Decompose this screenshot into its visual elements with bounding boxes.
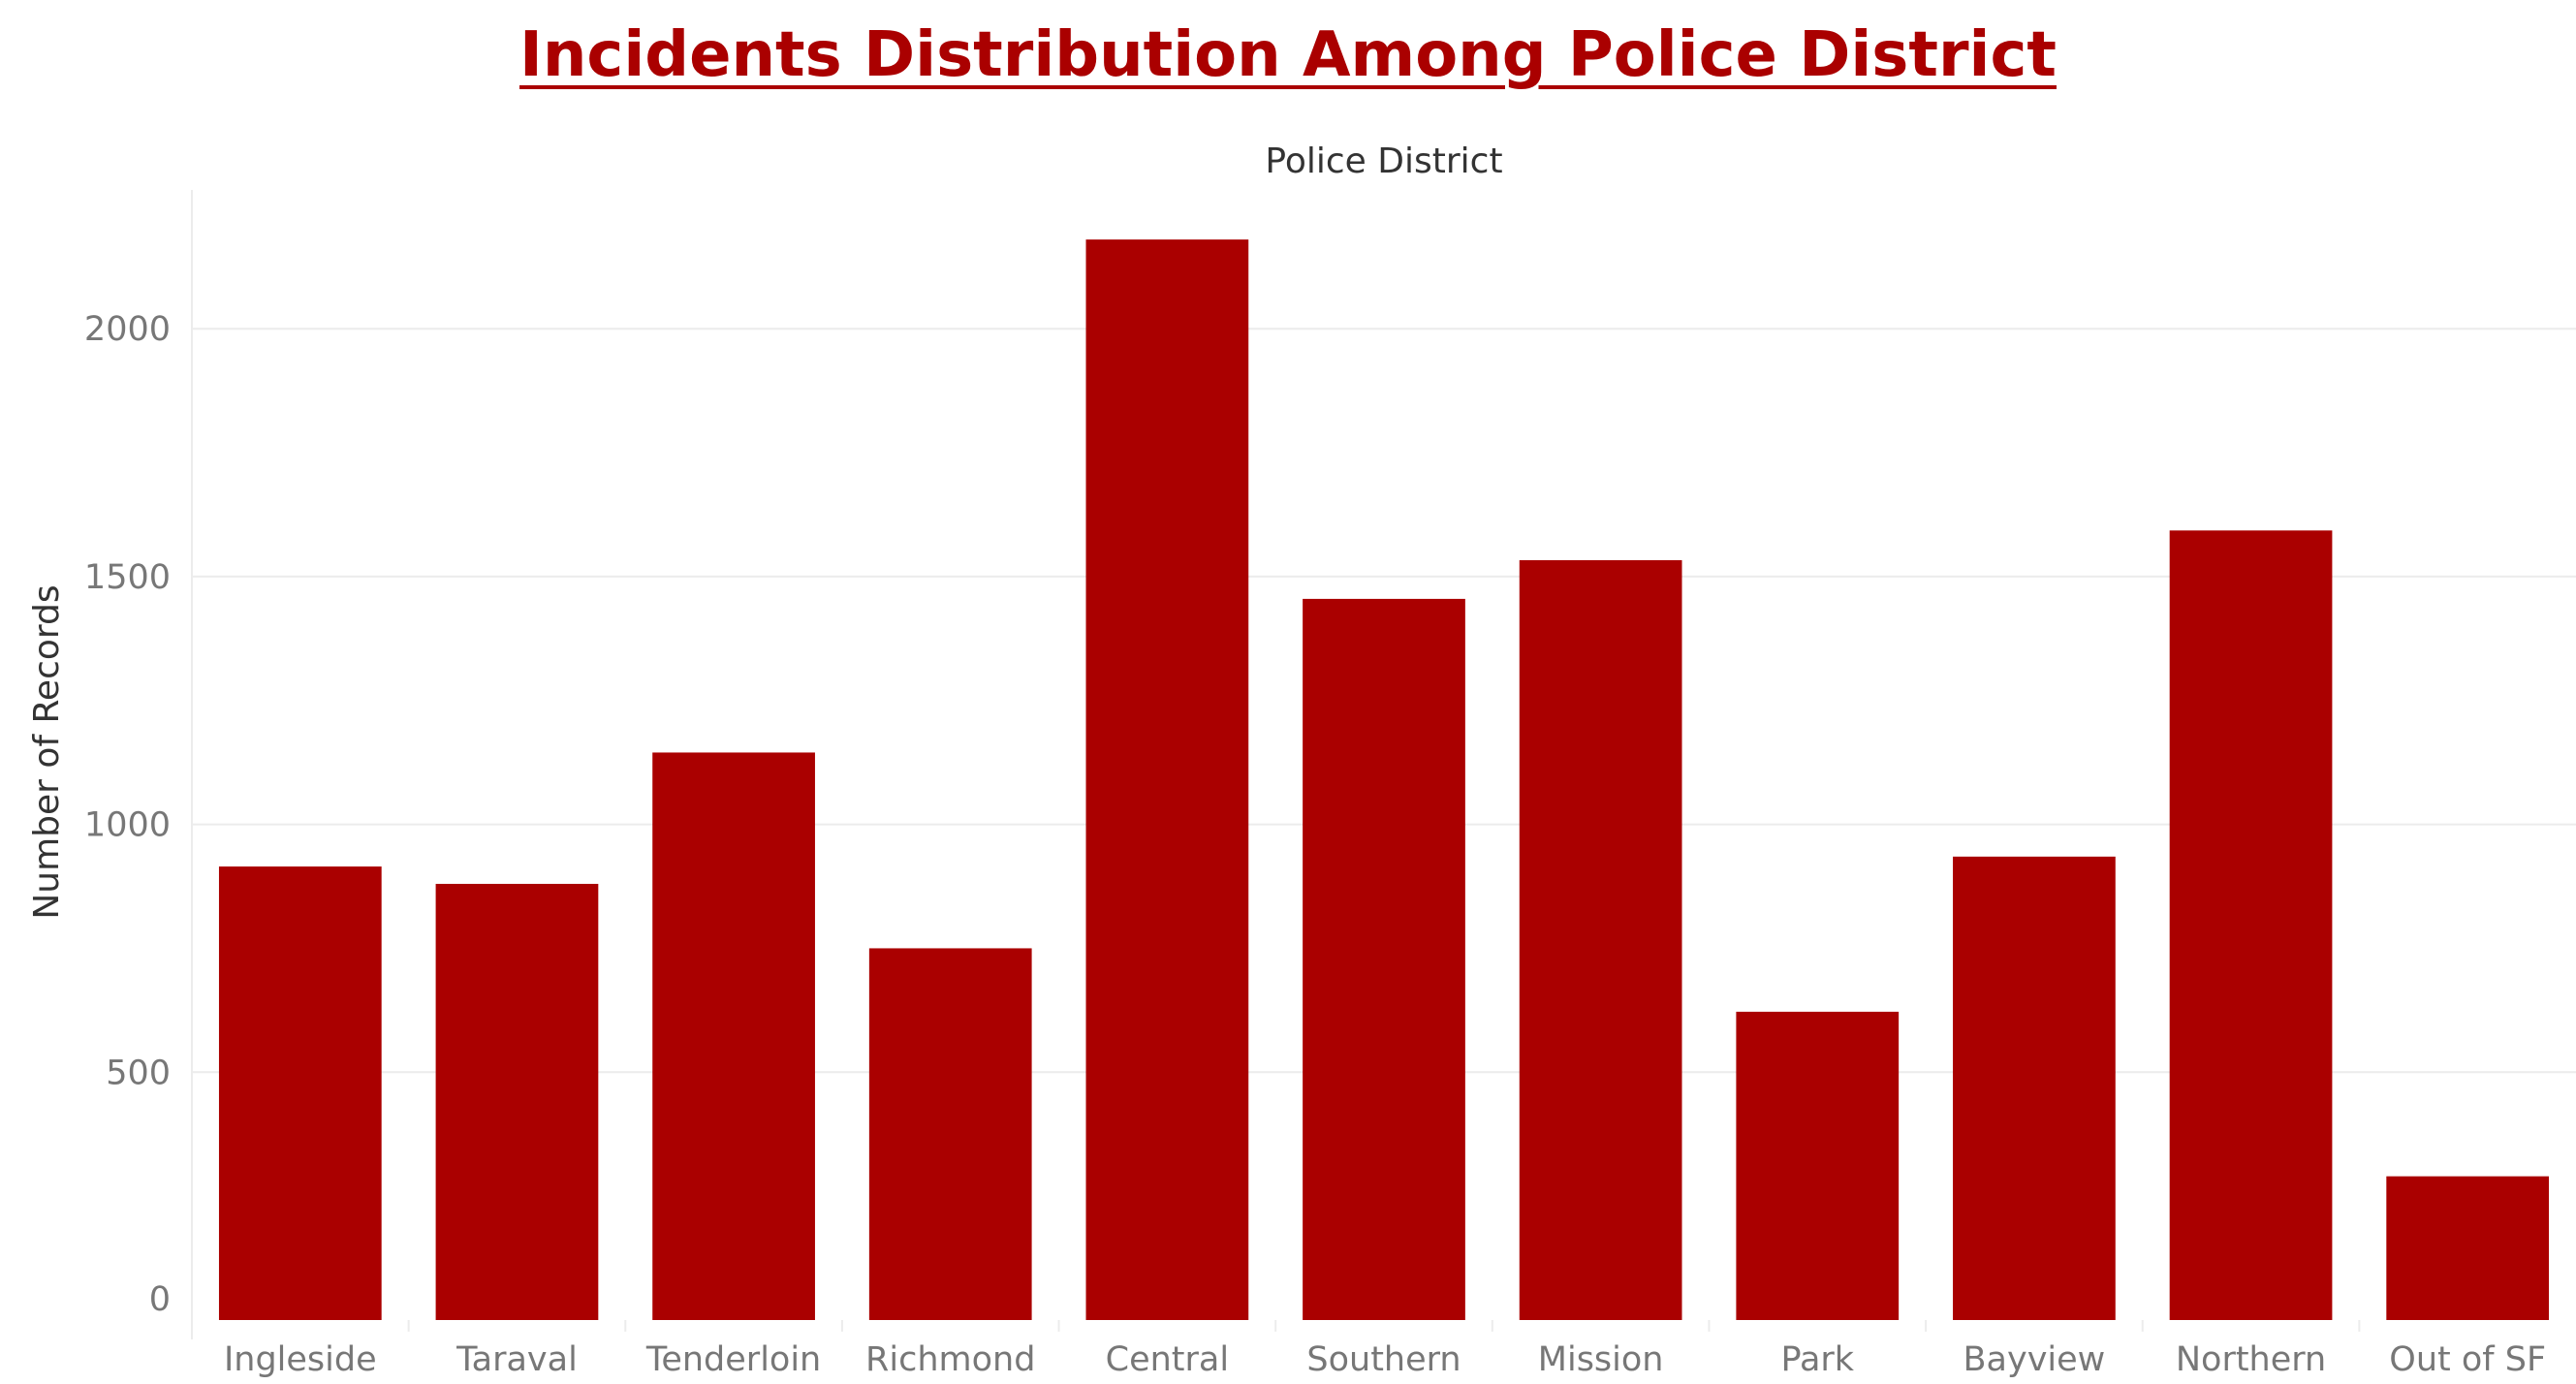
y-tick-label: 1500 [84, 558, 171, 597]
x-tick-label: Park [1780, 1340, 1854, 1379]
bar-mission [1519, 560, 1682, 1320]
x-tick-label: Southern [1306, 1340, 1461, 1379]
x-tick-label: Ingleside [224, 1340, 377, 1379]
bar-out-of-sf [2386, 1176, 2550, 1320]
bar-taraval [435, 883, 599, 1320]
y-axis-ticks: 0 500 1000 1500 2000 [84, 310, 171, 1319]
chart-title: Incidents Distribution Among Police Dist… [519, 19, 2057, 91]
y-tick-label: 500 [106, 1054, 171, 1092]
bar-ingleside [218, 866, 382, 1320]
x-tick-label: Mission [1538, 1340, 1664, 1379]
y-axis-title: Number of Records [27, 584, 67, 919]
y-tick-label: 0 [149, 1280, 171, 1319]
x-tick-label: Taraval [456, 1340, 578, 1379]
y-tick-label: 1000 [84, 806, 171, 845]
bar-tenderloin [652, 752, 815, 1320]
x-tick-label: Bayview [1963, 1340, 2106, 1379]
x-axis-title: Police District [1265, 142, 1502, 181]
y-tick-label: 2000 [84, 310, 171, 349]
bar-central [1085, 239, 1249, 1320]
bar-bayview [1953, 856, 2116, 1320]
bar-park [1736, 1011, 1900, 1320]
x-axis-ticks: Ingleside Taraval Tenderloin Richmond Centra… [224, 1320, 2546, 1379]
bar-northern [2169, 530, 2333, 1320]
x-tick-label: Out of SF [2389, 1340, 2546, 1379]
bars [218, 239, 2550, 1320]
x-tick-label: Tenderloin [645, 1340, 821, 1379]
bar-richmond [868, 948, 1032, 1320]
x-tick-label: Central [1106, 1340, 1229, 1379]
bar-southern [1303, 598, 1465, 1320]
x-tick-label: Richmond [865, 1340, 1035, 1379]
x-tick-label: Northern [2176, 1340, 2326, 1379]
